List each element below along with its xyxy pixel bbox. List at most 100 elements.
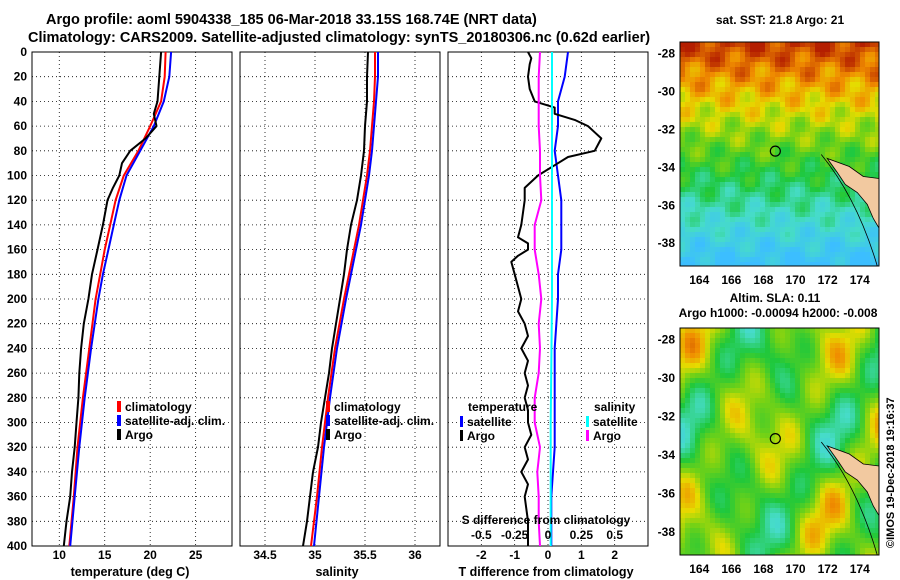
map-cell [800, 353, 806, 359]
map-cell [745, 262, 751, 266]
map-cell [700, 247, 706, 253]
map-cell [840, 513, 846, 519]
map-cell [840, 117, 846, 123]
map-cell [750, 483, 756, 489]
map-cell [870, 518, 876, 524]
map-cell [850, 82, 856, 88]
map-cell [745, 197, 751, 203]
map-cell [840, 388, 846, 394]
map-cell [720, 488, 726, 494]
map-cell [695, 137, 701, 143]
map-cell [740, 463, 746, 469]
map-cell [800, 142, 806, 148]
map-cell [775, 528, 781, 534]
map-cell [830, 478, 836, 484]
map-cell [865, 97, 871, 103]
map-cell [765, 423, 771, 429]
map-cell [705, 513, 711, 519]
map-cell [765, 553, 771, 555]
map-cell [800, 112, 806, 118]
map-cell [875, 428, 879, 434]
map-cell [805, 247, 811, 253]
map-cell [840, 227, 846, 233]
map-cell [730, 343, 736, 349]
map-cell [800, 127, 806, 133]
map-cell [785, 202, 791, 208]
map-cell [735, 383, 741, 389]
map-cell [685, 107, 691, 113]
map-cell [835, 368, 841, 374]
map-cell [790, 408, 796, 414]
map-cell [725, 237, 731, 243]
map-cell [695, 47, 701, 53]
map-cell [765, 142, 771, 148]
map-cell [835, 52, 841, 58]
map-cell [770, 177, 776, 183]
map-cell [755, 202, 761, 208]
map-cell [835, 157, 841, 163]
map-cell [805, 237, 811, 243]
map-cell [705, 192, 711, 198]
map-cell [840, 358, 846, 364]
map-cell [750, 162, 756, 168]
map-cell [760, 503, 766, 509]
map-cell [690, 508, 696, 514]
map-cell [690, 428, 696, 434]
map-cell [840, 247, 846, 253]
map-cell [850, 222, 856, 228]
map-cell [715, 393, 721, 399]
map-cell [810, 498, 816, 504]
map-cell [825, 458, 831, 464]
depth-tick-label: 340 [7, 465, 27, 479]
map-cell [860, 413, 866, 419]
map-cell [690, 212, 696, 218]
map-cell [690, 197, 696, 203]
map-cell [755, 523, 761, 529]
map-cell [795, 177, 801, 183]
map-cell [695, 112, 701, 118]
map-cell [745, 428, 751, 434]
map-cell [855, 92, 861, 98]
map-cell [770, 528, 776, 534]
map-cell [780, 383, 786, 389]
map-cell [840, 423, 846, 429]
map-cell [860, 82, 866, 88]
map-cell [705, 538, 711, 544]
temperature-xlabel: temperature (deg C) [71, 565, 190, 579]
map-cell [775, 122, 781, 128]
map-cell [780, 252, 786, 258]
map-cell [855, 413, 861, 419]
map-cell [800, 62, 806, 68]
map-cell [800, 107, 806, 113]
map-cell [725, 378, 731, 384]
map-cell [700, 242, 706, 248]
map-cell [770, 353, 776, 359]
map-cell [795, 388, 801, 394]
map-cell [815, 92, 821, 98]
map-cell [750, 152, 756, 158]
map-cell [820, 508, 826, 514]
map-cell [800, 513, 806, 519]
map-cell [820, 217, 826, 223]
map-cell [810, 368, 816, 374]
map-cell [820, 167, 826, 173]
map-cell [715, 77, 721, 83]
map-cell [690, 122, 696, 128]
map-cell [760, 237, 766, 243]
map-cell [735, 333, 741, 339]
map-cell [760, 473, 766, 479]
map-cell [780, 82, 786, 88]
map-cell [685, 122, 691, 128]
map-cell [805, 217, 811, 223]
map-cell [750, 242, 756, 248]
map-cell [840, 152, 846, 158]
map-cell [840, 82, 846, 88]
map-cell [790, 107, 796, 113]
map-cell [735, 217, 741, 223]
map-cell [715, 147, 721, 153]
map-cell [875, 152, 879, 158]
map-cell [825, 47, 831, 53]
map-cell [730, 503, 736, 509]
map-cell [685, 52, 691, 58]
map-cell [825, 227, 831, 233]
